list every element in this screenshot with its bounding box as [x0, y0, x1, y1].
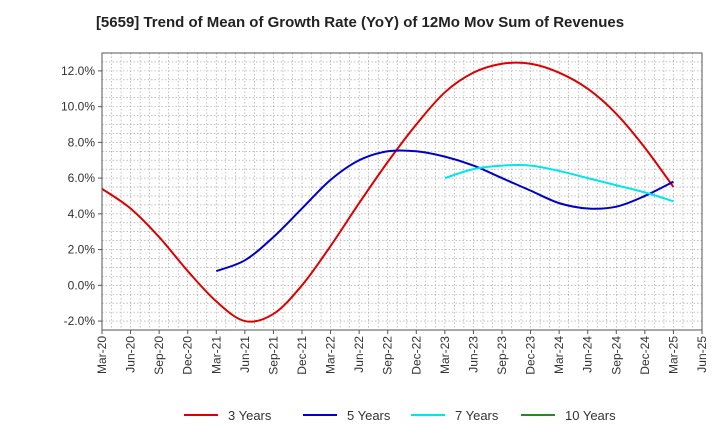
y-tick-label: 6.0% — [68, 171, 96, 185]
x-tick-label: Jun-20 — [124, 336, 138, 373]
legend-label: 5 Years — [347, 407, 391, 423]
axis-layer: -2.0% 0.0% 2.0% 4.0% 6.0% 8.0% 10.0% 12.0% Mar-2… — [61, 64, 709, 375]
series-layer — [101, 61, 675, 323]
x-tick-label: Mar-24 — [552, 336, 566, 374]
y-tick-label: 8.0% — [68, 135, 96, 149]
x-tick-label: Mar-23 — [438, 336, 452, 374]
x-tick-label: Dec-22 — [409, 336, 423, 375]
y-tick-label: 0.0% — [68, 278, 96, 292]
x-tick-label: Mar-22 — [324, 336, 338, 374]
plot-background — [102, 53, 702, 330]
legend-item-3-years: 3 Years — [184, 405, 271, 425]
y-tick-label: -2.0% — [64, 314, 96, 328]
x-tick-label: Dec-23 — [524, 336, 538, 375]
y-tick-label: 10.0% — [61, 100, 95, 114]
series-line-3-years — [101, 61, 675, 323]
x-tick-label: Jun-23 — [466, 336, 480, 373]
x-tick-label: Dec-21 — [295, 336, 309, 375]
series-line-5-years — [215, 149, 674, 272]
x-tick-label: Sep-23 — [495, 336, 509, 375]
x-tick-label: Dec-24 — [638, 336, 652, 375]
legend-item-10-years: 10 Years — [521, 405, 616, 425]
legend-swatch-10-years — [521, 414, 555, 416]
legend-swatch-7-years — [411, 414, 445, 416]
y-tick-label: 4.0% — [68, 207, 96, 221]
chart-title: [5659] Trend of Mean of Growth Rate (YoY… — [95, 14, 625, 31]
x-tick-label: Mar-20 — [95, 336, 109, 374]
legend-swatch-3-years — [184, 414, 218, 416]
legend-swatch-5-years — [303, 414, 337, 416]
x-tick-label: Sep-20 — [152, 336, 166, 375]
plot-frame — [101, 52, 703, 331]
legend-item-7-years: 7 Years — [411, 405, 498, 425]
y-tick-label: 2.0% — [68, 243, 96, 257]
x-tick-label: Mar-25 — [666, 336, 680, 374]
x-tick-label: Jun-22 — [352, 336, 366, 373]
grid-layer — [102, 53, 702, 330]
x-tick-label: Jun-21 — [238, 336, 252, 373]
legend-label: 10 Years — [565, 407, 616, 423]
legend-item-5-years: 5 Years — [303, 405, 390, 425]
x-tick-label: Dec-20 — [181, 336, 195, 375]
x-tick-label: Jun-25 — [695, 336, 709, 373]
x-tick-label: Sep-24 — [609, 336, 623, 375]
legend-label: 7 Years — [455, 407, 499, 423]
x-tick-label: Jun-24 — [581, 336, 595, 373]
y-tick-label: 12.0% — [61, 64, 95, 78]
x-tick-label: Sep-21 — [266, 336, 280, 375]
legend: 3 Years 5 Years 7 Years 10 Years — [0, 405, 720, 427]
x-tick-label: Mar-21 — [209, 336, 223, 374]
legend-label: 3 Years — [228, 407, 272, 423]
x-tick-label: Sep-22 — [381, 336, 395, 375]
series-line-7-years — [444, 164, 674, 203]
